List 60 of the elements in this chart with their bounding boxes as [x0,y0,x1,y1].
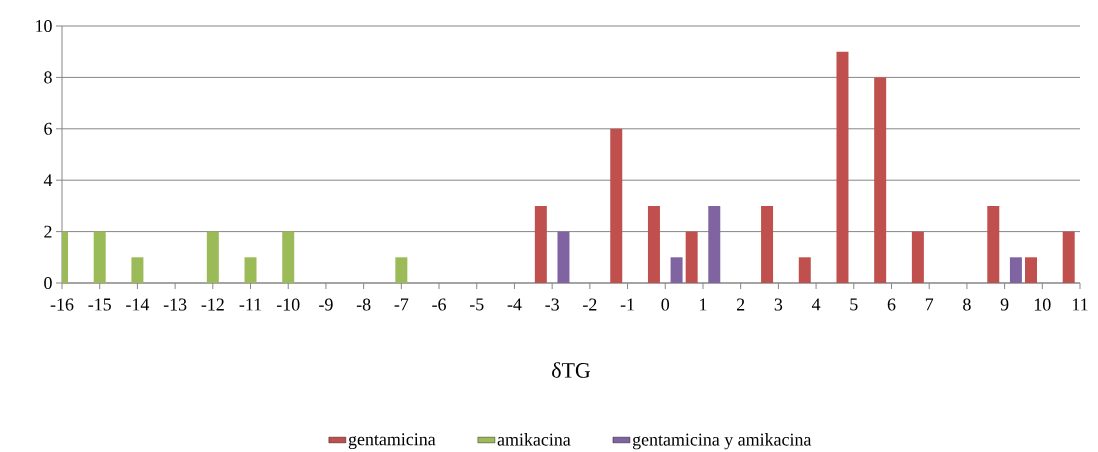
legend-label: amikacina [497,433,571,446]
x-tick-label: -5 [469,298,484,311]
bar [395,257,408,283]
x-tick-label: -13 [163,298,187,311]
bar [836,51,849,283]
x-tick-label: 11 [1072,298,1088,311]
legend-label: gentamicina y amikacina [632,433,812,450]
x-tick-label: -10 [276,298,300,311]
x-tick-label: -3 [545,298,559,311]
y-tick-label: 2 [44,225,52,238]
bar [987,205,1000,283]
x-tick-label: 9 [1000,298,1009,311]
x-axis-title: δTG [552,362,591,378]
bar [610,128,623,283]
y-tick-label: 8 [44,71,52,84]
bar [761,205,774,283]
bar [647,205,660,283]
bar [685,231,698,283]
x-tick-label: -1 [620,298,634,311]
y-tick-label: 4 [43,174,53,187]
x-tick-label: -16 [50,298,74,311]
bar [1009,257,1022,283]
bar [1024,257,1037,283]
bar [557,231,570,283]
x-tick-label: -14 [126,298,150,311]
x-tick-label: 3 [774,298,783,311]
bar [534,205,547,283]
y-tick-label: 10 [36,19,52,33]
bar [874,77,887,283]
x-tick-label: -12 [201,298,224,311]
x-tick-label: 2 [736,298,745,311]
bar [911,231,924,283]
x-tick-label: 1 [700,298,707,311]
x-tick-label: -2 [583,298,597,311]
x-tick-label: -15 [88,298,111,311]
y-tick-label: 0 [44,276,52,290]
bar [670,257,683,283]
bar [1062,231,1075,283]
x-tick-label: -8 [356,298,371,311]
x-tick-label: 8 [963,298,971,311]
x-tick-label: 4 [811,298,821,311]
bar [708,205,721,283]
x-tick-label: 10 [1034,298,1051,311]
x-tick-label: 7 [925,298,934,311]
x-tick-label: 6 [887,298,896,311]
y-tick-label: 6 [44,122,52,135]
x-tick-label: -11 [239,298,262,311]
x-tick-label: 0 [661,298,670,311]
x-tick-label: 5 [850,298,858,311]
x-tick-label: -4 [507,298,522,311]
bar [244,257,257,283]
x-tick-label: -7 [394,298,409,311]
x-tick-label: -9 [319,298,333,311]
bar [93,231,106,283]
x-tick-label: -6 [432,298,446,311]
bar [798,257,811,283]
bar [206,231,219,283]
legend-label: gentamicina [348,433,436,450]
bar [282,231,295,283]
bar [131,257,144,283]
